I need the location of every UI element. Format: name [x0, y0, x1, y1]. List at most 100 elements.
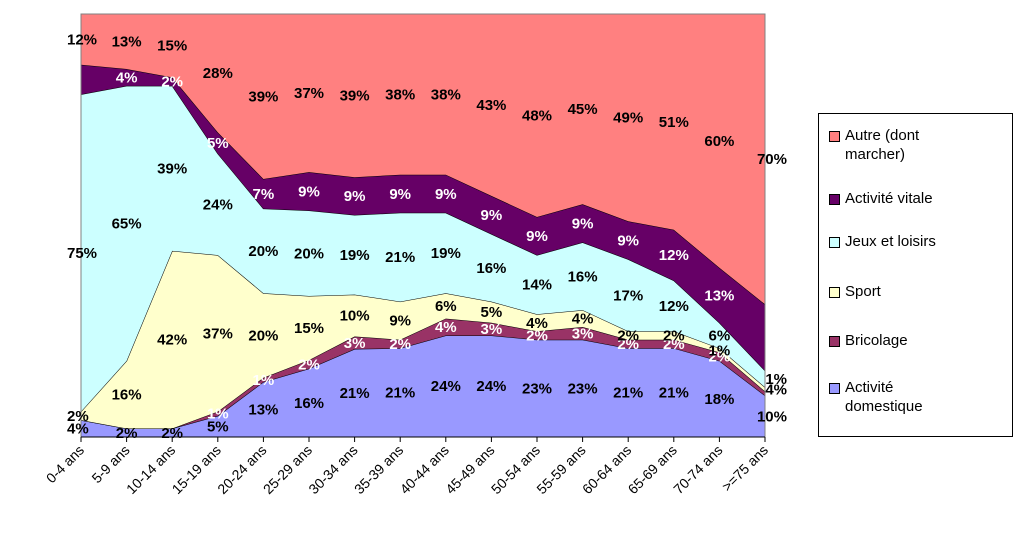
data-label: 9% [298, 183, 320, 200]
x-tick-label: 45-49 ans [442, 442, 497, 497]
area-sport [81, 250, 765, 429]
data-label: 24% [476, 378, 506, 395]
data-label: 9% [617, 232, 639, 249]
data-label: 49% [613, 110, 643, 127]
data-label: 19% [340, 247, 370, 264]
data-label: 12% [67, 31, 97, 48]
data-label: 28% [203, 65, 233, 82]
data-label: 21% [340, 385, 370, 402]
data-label: 4% [572, 311, 594, 328]
data-label: 1% [765, 386, 787, 403]
data-label: 3% [481, 321, 503, 338]
data-label: 2% [116, 425, 138, 442]
data-label: 39% [340, 88, 370, 105]
data-label: 23% [568, 380, 598, 397]
data-label: 4% [765, 381, 787, 398]
data-label: 2% [389, 336, 411, 353]
data-label: 2% [617, 336, 639, 353]
data-label: 9% [389, 313, 411, 330]
data-label: 1% [207, 406, 229, 423]
data-label: 13% [112, 34, 142, 51]
legend-swatch [829, 336, 840, 347]
legend-label: Activité domestique [845, 379, 923, 415]
x-tick-label: 50-54 ans [488, 442, 543, 497]
area-jeux-et-loisirs [81, 85, 765, 412]
data-label: 37% [294, 85, 324, 102]
data-label: 4% [67, 421, 89, 438]
data-label: 17% [613, 287, 643, 304]
labels-layer: 4% 2% 2% 5%13% 16%21% 21% 24% 24% 23% 23% 21% 21% 18… [67, 31, 787, 441]
data-label: 9% [389, 186, 411, 203]
data-label: 9% [435, 186, 457, 203]
x-tick-label: 60-64 ans [579, 442, 634, 497]
data-label: 9% [344, 188, 366, 205]
data-label: 2% [67, 408, 89, 425]
area-autre-dont-marcher- [81, 14, 765, 305]
data-label: 48% [522, 108, 552, 125]
data-label: 20% [294, 245, 324, 262]
legend-label: Activité vitale [845, 190, 933, 207]
data-label: 16% [112, 387, 142, 404]
x-tick-label: 70-74 ans [670, 442, 725, 497]
data-label: 20% [248, 328, 278, 345]
data-label: 21% [385, 249, 415, 266]
legend-item: Activité domestique [829, 378, 955, 416]
data-label: 6% [435, 298, 457, 315]
data-label: 16% [476, 260, 506, 277]
data-label: 9% [572, 215, 594, 232]
data-label: 13% [248, 402, 278, 419]
data-label: 12% [659, 247, 689, 264]
data-label: 15% [157, 38, 187, 55]
data-label: 16% [294, 395, 324, 412]
data-label: 10% [757, 408, 787, 425]
data-label: 16 [770, 330, 787, 347]
data-label: 4% [116, 69, 138, 86]
data-label: 3% [572, 325, 594, 342]
data-label: 38% [431, 86, 461, 103]
legend-label: Jeux et loisirs [845, 233, 936, 250]
data-label: 1% [765, 371, 787, 388]
x-tick-label: 30-34 ans [305, 442, 360, 497]
legend-item: Activité vitale [829, 189, 1013, 208]
x-tick-label: 20-24 ans [214, 442, 269, 497]
data-label: 2% [709, 349, 731, 366]
data-label: 5% [207, 418, 229, 435]
data-label: 15% [294, 320, 324, 337]
data-label: 2% [663, 336, 685, 353]
data-label: 43% [476, 97, 506, 114]
data-label: 3% [344, 335, 366, 352]
legend-label: Autre (dont marcher) [845, 127, 920, 163]
data-label: 24% [203, 196, 233, 213]
data-label: 2% [161, 425, 183, 442]
data-label: 20% [248, 243, 278, 260]
data-label: 7% [253, 186, 275, 203]
data-label: 19% [431, 245, 461, 262]
data-label: 2% [617, 328, 639, 345]
data-label: 60% [704, 133, 734, 150]
data-label: 21% [613, 385, 643, 402]
data-label: 2% [298, 356, 320, 373]
legend-swatch [829, 194, 840, 205]
data-label: 21% [659, 385, 689, 402]
data-label: 65% [112, 215, 142, 232]
data-label: 37% [203, 325, 233, 342]
data-label: 75% [67, 245, 97, 262]
data-label: 1% [253, 372, 275, 389]
data-label: 13% [704, 287, 734, 304]
data-label: 5% [207, 135, 229, 152]
area-activit-domestique [81, 335, 765, 437]
data-label: 6% [709, 328, 731, 345]
area-bricolage [81, 318, 765, 429]
data-label: 16% [568, 268, 598, 285]
data-label: 38% [385, 86, 415, 103]
legend-swatch [829, 131, 840, 142]
x-tick-label: 35-39 ans [351, 442, 406, 497]
legend-item: Autre (dont marcher) [829, 126, 955, 164]
data-label: 70% [757, 151, 787, 168]
data-label: 45% [568, 101, 598, 118]
data-label: 2% [161, 74, 183, 91]
data-label: 12% [659, 298, 689, 315]
x-tick-label: 55-59 ans [533, 442, 588, 497]
data-label: 24% [431, 378, 461, 395]
data-label: 14% [522, 277, 552, 294]
